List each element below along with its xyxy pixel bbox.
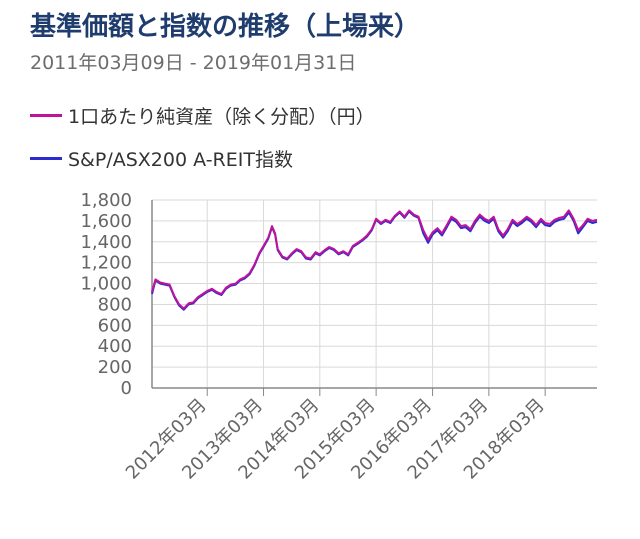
- series-line-index: [151, 210, 598, 311]
- y-tick-label: 1,600: [80, 211, 132, 232]
- y-tick-label: 1,800: [80, 190, 132, 211]
- y-tick-label: 400: [98, 336, 132, 357]
- y-tick-label: 600: [98, 315, 132, 336]
- page-title: 基準価額と指数の推移（上場来）: [30, 12, 421, 42]
- y-tick-label: 800: [98, 294, 132, 315]
- date-range-subtitle: 2011年03月09日 - 2019年01月31日: [30, 52, 357, 74]
- legend-label-index: S&P/ASX200 A-REIT指数: [68, 148, 293, 171]
- series-line-nav: [151, 209, 598, 310]
- y-tick-label: 1,400: [80, 232, 132, 253]
- legend-item-index[interactable]: S&P/ASX200 A-REIT指数: [30, 146, 293, 171]
- y-tick-label: 0: [121, 378, 132, 399]
- y-tick-label: 1,200: [80, 253, 132, 274]
- legend-swatch-index: [30, 156, 62, 160]
- legend-label-nav: 1口あたり純資産（除く分配）（円）: [68, 105, 375, 128]
- legend-swatch-nav: [30, 113, 62, 117]
- y-tick-label: 1,000: [80, 274, 132, 295]
- legend-item-nav[interactable]: 1口あたり純資産（除く分配）（円）: [30, 103, 375, 128]
- y-tick-label: 200: [98, 357, 132, 378]
